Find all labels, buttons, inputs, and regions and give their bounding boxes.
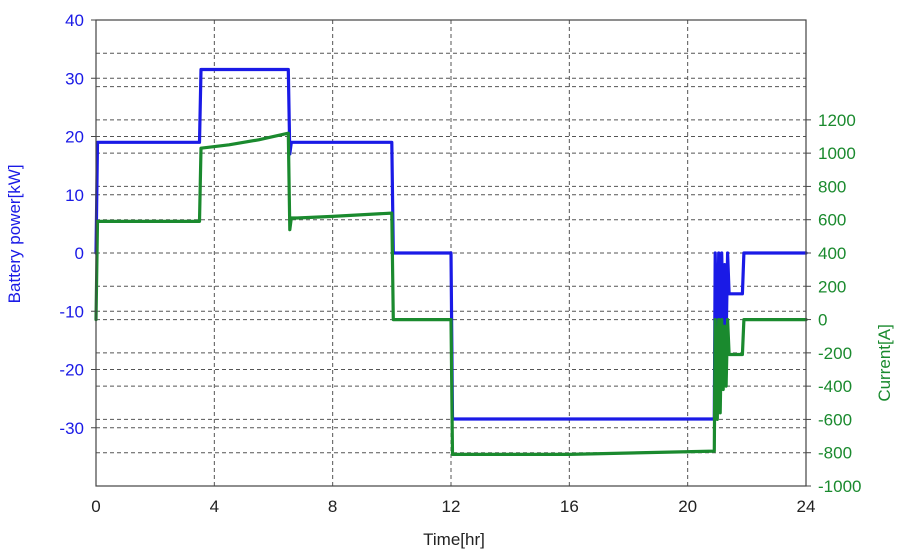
left-tick-label: 40	[65, 11, 84, 30]
right-tick-label: -200	[818, 344, 852, 363]
x-tick-label: 12	[442, 497, 461, 516]
right-tick-label: 200	[818, 277, 846, 296]
right-tick-label: 800	[818, 177, 846, 196]
current-series-line	[94, 131, 808, 456]
x-tick-label: 16	[560, 497, 579, 516]
left-axis-title: Battery power[kW]	[5, 164, 24, 303]
right-tick-label: -1000	[818, 477, 861, 496]
right-tick-label: 400	[818, 244, 846, 263]
left-tick-label: 0	[75, 244, 84, 263]
right-tick-label: -800	[818, 444, 852, 463]
x-tick-label: 20	[678, 497, 697, 516]
left-tick-label: 20	[65, 128, 84, 147]
grid-layer	[96, 20, 806, 486]
left-tick-label: -30	[59, 419, 84, 438]
right-axis-title: Current[A]	[875, 324, 894, 401]
left-tick-label: -10	[59, 302, 84, 321]
right-tick-label: -600	[818, 410, 852, 429]
left-tick-label: 30	[65, 69, 84, 88]
right-tick-label: 0	[818, 311, 827, 330]
left-tick-label: -20	[59, 361, 84, 380]
x-tick-label: 24	[797, 497, 816, 516]
right-tick-label: -400	[818, 377, 852, 396]
ticks-layer: 0 4 8 12 16 20 24 40 30 20 10 0 -10 -20 -30 1200 1000 800…	[59, 11, 861, 516]
right-tick-label: 1000	[818, 144, 856, 163]
x-tick-label: 4	[210, 497, 219, 516]
x-tick-label: 8	[328, 497, 337, 516]
x-tick-label: 0	[91, 497, 100, 516]
right-tick-label: 1200	[818, 111, 856, 130]
left-tick-label: 10	[65, 186, 84, 205]
x-axis-title: Time[hr]	[423, 530, 485, 549]
right-tick-label: 600	[818, 211, 846, 230]
series-layer	[94, 67, 808, 456]
